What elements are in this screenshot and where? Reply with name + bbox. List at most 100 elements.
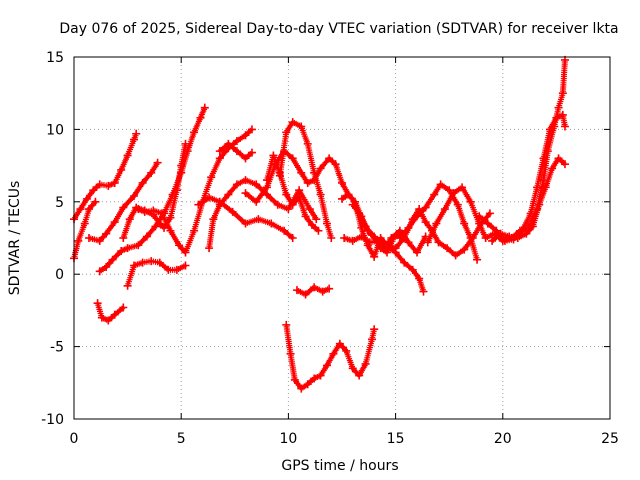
series-track-7 <box>93 299 128 325</box>
data-point <box>395 226 404 235</box>
data-point <box>421 218 430 227</box>
data-point <box>95 180 104 189</box>
data-point <box>80 219 89 228</box>
data-point <box>449 189 458 198</box>
data-point <box>262 183 271 192</box>
data-point <box>466 234 475 242</box>
data-point <box>370 252 379 261</box>
y-tick-label: 15 <box>46 50 64 66</box>
y-axis-label: SDTVAR / TECUs <box>7 181 23 296</box>
data-point <box>305 205 314 214</box>
data-point <box>123 151 132 160</box>
data-point <box>419 287 428 296</box>
y-tick-label: 0 <box>55 267 64 283</box>
data-point <box>273 200 282 209</box>
data-point <box>325 284 334 293</box>
data-point <box>301 212 310 221</box>
data-point <box>134 205 143 214</box>
data-point <box>391 248 400 257</box>
data-point <box>303 178 312 187</box>
data-point <box>166 226 175 235</box>
data-point <box>130 135 139 144</box>
data-point <box>316 164 325 173</box>
series-track-3 <box>85 158 162 245</box>
data-point <box>209 215 218 224</box>
data-point <box>172 265 181 274</box>
data-point <box>232 136 241 145</box>
data-point <box>155 258 164 267</box>
data-point <box>361 359 370 368</box>
data-point <box>288 118 297 127</box>
data-point <box>560 122 569 131</box>
data-point <box>224 190 233 199</box>
data-point <box>172 186 181 195</box>
data-point <box>123 281 132 290</box>
data-point <box>348 236 357 245</box>
data-point <box>164 265 173 274</box>
data-point <box>558 110 567 119</box>
series-markers <box>341 233 426 293</box>
data-point <box>290 375 299 384</box>
y-tick-label: -10 <box>41 412 64 428</box>
data-point <box>196 113 205 122</box>
series-track-5 <box>119 139 190 242</box>
data-point <box>374 238 383 247</box>
data-point <box>82 194 91 203</box>
data-point <box>301 290 310 299</box>
data-point <box>117 165 126 174</box>
series-track-22 <box>262 151 323 235</box>
series-track-8 <box>134 125 256 257</box>
data-point <box>138 258 147 267</box>
series-track-11 <box>194 193 297 242</box>
data-point <box>190 128 199 137</box>
data-point <box>252 180 261 189</box>
data-point <box>160 223 169 232</box>
data-point <box>138 178 147 187</box>
series-track-21 <box>282 320 379 393</box>
data-point <box>310 374 319 383</box>
data-point <box>421 203 430 212</box>
data-point <box>445 186 454 195</box>
data-point <box>413 212 422 221</box>
data-point <box>166 213 175 222</box>
series-track-17 <box>423 55 569 247</box>
data-point <box>408 265 417 274</box>
data-point <box>368 335 377 344</box>
data-point <box>117 247 126 256</box>
data-point <box>157 209 166 218</box>
data-series <box>70 55 569 393</box>
data-point <box>85 234 94 242</box>
x-tick-label: 15 <box>387 431 405 447</box>
data-point <box>307 220 316 229</box>
data-point <box>509 235 518 244</box>
data-point <box>348 364 357 373</box>
x-tick-labels: 0 5 10 15 20 25 <box>70 431 619 447</box>
data-point <box>151 222 160 231</box>
data-point <box>280 226 289 235</box>
data-point <box>269 151 278 160</box>
data-point <box>404 238 413 247</box>
data-point <box>130 192 139 201</box>
data-point <box>147 257 156 266</box>
data-point <box>473 255 482 264</box>
data-point <box>526 209 535 218</box>
data-point <box>282 128 291 137</box>
data-point <box>380 244 389 253</box>
series-track-6 <box>123 257 190 290</box>
data-point <box>518 226 527 235</box>
data-point <box>387 234 396 242</box>
data-point <box>132 129 141 138</box>
chart-title: Day 076 of 2025, Sidereal Day-to-day VTE… <box>59 21 618 37</box>
data-point <box>247 148 256 157</box>
data-point <box>288 154 297 163</box>
data-point <box>97 313 106 322</box>
data-point <box>119 234 128 242</box>
data-point <box>453 200 462 209</box>
data-point <box>91 197 100 206</box>
data-point <box>355 209 364 218</box>
data-point <box>241 219 250 228</box>
data-point <box>123 244 132 253</box>
data-point <box>295 186 304 195</box>
data-point <box>190 226 199 235</box>
